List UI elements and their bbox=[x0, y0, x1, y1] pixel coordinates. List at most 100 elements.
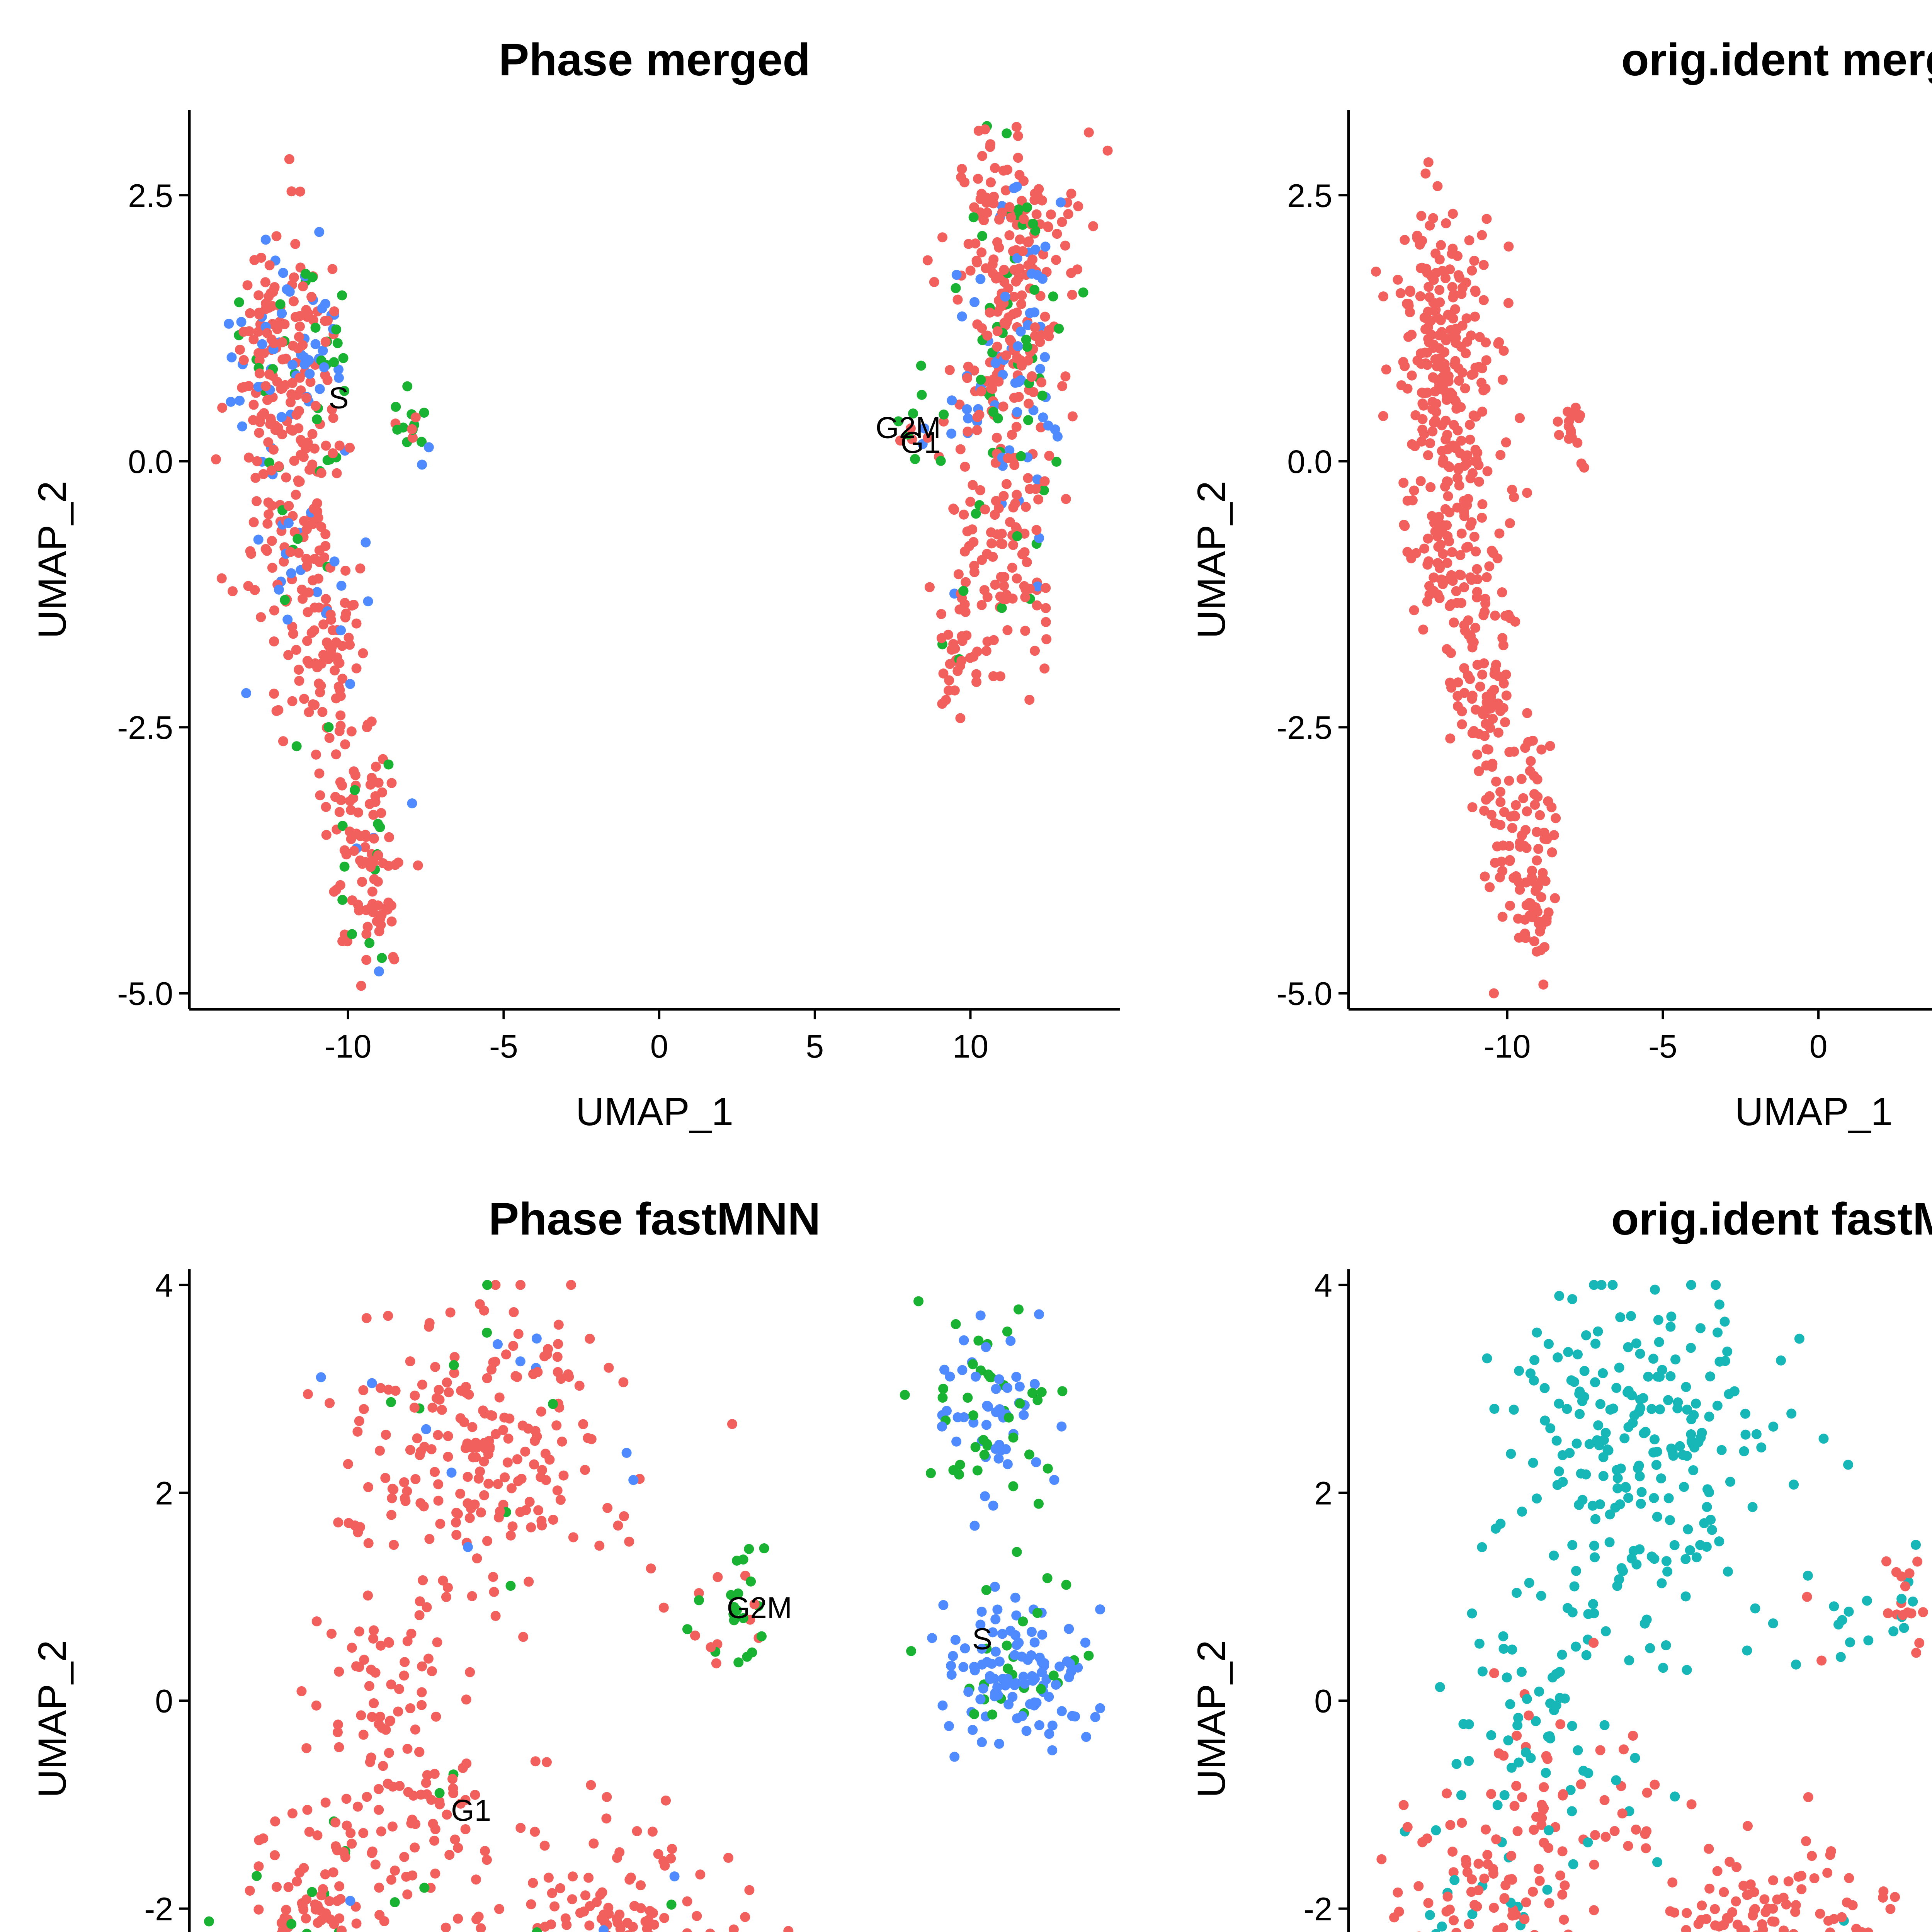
data-point-sample2 bbox=[1845, 1637, 1855, 1648]
data-point-sample2 bbox=[1621, 1482, 1631, 1492]
data-point-g1 bbox=[453, 1509, 463, 1519]
data-point-sample2 bbox=[1549, 1550, 1559, 1561]
data-point-g1 bbox=[309, 625, 320, 636]
data-point-g1 bbox=[327, 404, 337, 415]
data-point-s bbox=[1037, 274, 1048, 284]
data-point-s bbox=[361, 537, 371, 548]
data-point-g1 bbox=[542, 1757, 552, 1767]
data-point-g1 bbox=[442, 1377, 452, 1388]
data-point-sample2 bbox=[1844, 1606, 1854, 1617]
data-point-sample2 bbox=[1536, 1590, 1546, 1601]
data-point-sample2 bbox=[1628, 1546, 1639, 1556]
data-point-g1 bbox=[418, 1501, 429, 1512]
data-point-sample2 bbox=[1590, 1377, 1600, 1388]
data-point-g1 bbox=[1012, 573, 1022, 584]
data-point-sample1 bbox=[1480, 598, 1491, 609]
data-point-sample1 bbox=[1419, 543, 1430, 554]
data-point-g2m bbox=[264, 457, 274, 468]
data-point-g1 bbox=[320, 1869, 330, 1879]
data-point-g1 bbox=[461, 1388, 471, 1398]
data-point-sample2 bbox=[1567, 1294, 1578, 1304]
data-point-g1 bbox=[493, 1479, 503, 1489]
data-point-g1 bbox=[307, 429, 318, 439]
data-point-s bbox=[274, 584, 284, 595]
data-point-g1 bbox=[941, 695, 951, 705]
data-point-sample2 bbox=[1624, 1655, 1634, 1665]
data-point-sample1 bbox=[1481, 355, 1492, 366]
data-point-sample2 bbox=[1509, 1405, 1519, 1415]
data-point-sample2 bbox=[1576, 1468, 1586, 1479]
data-point-sample1 bbox=[1512, 1826, 1523, 1837]
data-point-g1 bbox=[1031, 209, 1042, 219]
data-point-g1 bbox=[944, 365, 955, 375]
data-point-sample2 bbox=[1611, 1775, 1621, 1786]
data-point-g1 bbox=[513, 1329, 524, 1339]
data-point-sample2 bbox=[1646, 1404, 1657, 1414]
data-point-g1 bbox=[357, 877, 367, 887]
data-point-g2m bbox=[252, 1871, 262, 1881]
data-point-g1 bbox=[1011, 422, 1022, 432]
data-point-g2m bbox=[759, 1543, 769, 1553]
data-point-sample2 bbox=[1486, 1730, 1497, 1740]
data-point-sample1 bbox=[1904, 1568, 1915, 1578]
panel-origident-merged: orig.ident merged-10-50510-5.0-2.50.02.5… bbox=[1159, 0, 1932, 1159]
data-point-g1 bbox=[467, 1422, 478, 1432]
data-point-g1 bbox=[479, 1456, 489, 1467]
data-point-sample1 bbox=[1447, 547, 1457, 557]
data-point-sample2 bbox=[1636, 1487, 1647, 1497]
data-point-sample1 bbox=[1482, 466, 1493, 476]
data-point-g1 bbox=[321, 594, 331, 604]
data-point-sample1 bbox=[1467, 802, 1478, 813]
data-point-sample1 bbox=[1472, 564, 1482, 574]
data-point-s bbox=[990, 358, 1001, 368]
data-point-sample1 bbox=[1495, 787, 1505, 797]
data-point-g1 bbox=[371, 762, 381, 772]
data-point-g1 bbox=[537, 1465, 547, 1475]
data-point-g2m bbox=[291, 741, 302, 752]
data-point-sample1 bbox=[1415, 291, 1425, 301]
data-point-g2m bbox=[744, 1544, 754, 1554]
data-point-g1 bbox=[462, 1438, 473, 1449]
data-point-g2m bbox=[312, 414, 322, 425]
data-point-s bbox=[304, 369, 315, 379]
data-point-sample1 bbox=[1444, 507, 1455, 518]
y-tick-label: 0 bbox=[1314, 1683, 1332, 1719]
data-point-sample2 bbox=[1650, 1284, 1660, 1295]
data-point-s bbox=[957, 1365, 968, 1375]
data-point-sample1 bbox=[1710, 1904, 1720, 1914]
data-point-sample2 bbox=[1686, 1343, 1696, 1353]
data-point-sample1 bbox=[1473, 1885, 1484, 1896]
points bbox=[204, 1280, 1105, 1932]
data-point-sample1 bbox=[1802, 1592, 1812, 1602]
data-point-sample1 bbox=[1543, 796, 1553, 806]
data-point-g1 bbox=[540, 1922, 550, 1932]
data-point-sample1 bbox=[1509, 492, 1519, 502]
panel-phase-merged: Phase merged -10 -5 0 5 10 -5.0 -2.5 0.0 2.5 UMAP_… bbox=[0, 0, 1159, 1159]
data-point-s bbox=[1004, 445, 1015, 456]
data-point-g1 bbox=[370, 797, 381, 807]
data-point-g2m bbox=[1024, 1449, 1034, 1460]
data-point-sample2 bbox=[1719, 1316, 1730, 1327]
data-point-g1 bbox=[524, 1497, 535, 1507]
data-point-g1 bbox=[363, 1590, 373, 1601]
points bbox=[1371, 157, 1589, 998]
data-point-g1 bbox=[383, 1311, 393, 1321]
data-point-s bbox=[968, 1417, 979, 1428]
data-point-g1 bbox=[354, 1626, 364, 1637]
data-point-sample2 bbox=[1651, 1460, 1662, 1470]
data-point-g1 bbox=[530, 1426, 541, 1436]
data-point-g1 bbox=[376, 1826, 386, 1837]
data-point-sample1 bbox=[1686, 1799, 1697, 1810]
data-point-sample2 bbox=[1750, 1603, 1760, 1614]
data-point-g1 bbox=[533, 1505, 544, 1515]
data-point-sample2 bbox=[1474, 1638, 1485, 1649]
data-point-sample2 bbox=[1425, 1910, 1435, 1920]
data-point-sample2 bbox=[1583, 1609, 1594, 1619]
data-point-sample2 bbox=[1634, 1461, 1644, 1471]
data-point-g1 bbox=[339, 845, 350, 855]
data-point-sample2 bbox=[1507, 1645, 1517, 1655]
data-point-g1 bbox=[287, 621, 298, 632]
data-point-g1 bbox=[619, 1511, 629, 1521]
data-point-s bbox=[990, 1444, 1001, 1454]
data-point-sample2 bbox=[1574, 1389, 1585, 1399]
